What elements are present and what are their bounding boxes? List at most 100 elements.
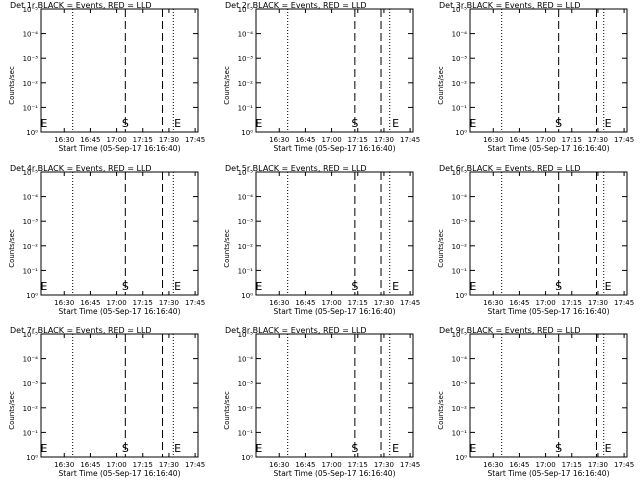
x-axis-label: Start Time (05-Sep-17 16:16:40) — [274, 307, 396, 316]
y-tick-label: 10⁻⁴ — [452, 194, 468, 202]
x-tick-label: 17:00 — [321, 136, 341, 144]
y-tick-label: 10⁻¹ — [238, 267, 254, 275]
x-tick-label: 16:30 — [483, 461, 503, 469]
x-tick-label: 16:30 — [269, 299, 289, 307]
plot-area-frame — [40, 171, 199, 296]
x-tick-label: 17:00 — [106, 461, 126, 469]
y-tick-label: 10⁻¹ — [23, 104, 39, 112]
event-marker-s: S — [351, 280, 358, 293]
x-tick-label: 17:45 — [400, 299, 420, 307]
y-tick-label: 10⁻⁴ — [238, 31, 254, 39]
event-marker-e: E — [605, 280, 612, 293]
panel-title: Det 2r BLACK = Events, RED = LLD — [225, 1, 367, 10]
x-tick-label: 17:15 — [133, 461, 153, 469]
y-tick-label: 10⁻⁵ — [23, 6, 39, 14]
detector-panel-4: Det 4r BLACK = Events, RED = LLD 10⁰ 10⁻¹ 1… — [8, 164, 205, 316]
x-tick-label: 16:45 — [80, 299, 100, 307]
x-tick-label: 17:45 — [614, 299, 634, 307]
event-marker-s: S — [122, 117, 129, 130]
x-tick-label: 17:15 — [133, 136, 153, 144]
x-tick-label: 16:30 — [54, 136, 74, 144]
event-marker-e: E — [40, 280, 47, 293]
panel-title: Det 3r BLACK = Events, RED = LLD — [439, 1, 581, 10]
y-tick-label: 10⁻¹ — [238, 429, 254, 437]
x-tick-label: 16:45 — [80, 136, 100, 144]
y-tick-label: 10⁻¹ — [452, 104, 468, 112]
event-marker-s: S — [555, 280, 562, 293]
y-tick-label: 10⁻² — [23, 243, 39, 251]
y-tick-label: 10⁻³ — [238, 55, 254, 63]
panel-title: Det 4r BLACK = Events, RED = LLD — [10, 164, 152, 173]
x-axis-label: Start Time (05-Sep-17 16:16:40) — [59, 307, 181, 316]
y-tick-label: 10⁻² — [238, 80, 254, 88]
x-tick-label: 17:30 — [374, 136, 394, 144]
x-tick-label: 17:30 — [588, 461, 608, 469]
y-axis-label: Counts/sec — [8, 229, 16, 268]
y-tick-label: 10⁰ — [241, 129, 253, 137]
x-tick-label: 17:15 — [562, 299, 582, 307]
x-axis-label: Start Time (05-Sep-17 16:16:40) — [488, 469, 610, 478]
event-marker-e: E — [469, 442, 476, 455]
detector-panel-5: Det 5r BLACK = Events, RED = LLD 10⁰ 10⁻¹ 1… — [223, 164, 420, 316]
event-marker-s: S — [555, 442, 562, 455]
x-tick-label: 16:30 — [269, 461, 289, 469]
event-marker-s: S — [351, 442, 358, 455]
event-marker-e: E — [392, 442, 399, 455]
x-tick-label: 17:00 — [106, 299, 126, 307]
x-tick-label: 17:15 — [562, 136, 582, 144]
plot-area-frame — [40, 8, 199, 133]
event-marker-e: E — [40, 117, 47, 130]
event-marker-s: S — [555, 117, 562, 130]
y-tick-label: 10⁰ — [455, 454, 467, 462]
y-axis-label: Counts/sec — [437, 66, 445, 105]
x-tick-label: 17:00 — [106, 136, 126, 144]
x-tick-label: 16:30 — [54, 461, 74, 469]
x-tick-label: 17:45 — [185, 299, 205, 307]
panel-title: Det 8r BLACK = Events, RED = LLD — [225, 326, 367, 335]
x-tick-label: 16:30 — [483, 299, 503, 307]
x-tick-label: 17:15 — [348, 299, 368, 307]
x-tick-label: 17:45 — [185, 136, 205, 144]
x-tick-label: 17:00 — [321, 461, 341, 469]
detector-panel-7: Det 7r BLACK = Events, RED = LLD 10⁰ 10⁻¹ 1… — [8, 326, 205, 478]
panel-title: Det 1r BLACK = Events, RED = LLD — [10, 1, 152, 10]
x-tick-label: 17:30 — [374, 461, 394, 469]
y-tick-label: 10⁻² — [23, 80, 39, 88]
y-tick-label: 10⁻³ — [452, 380, 468, 388]
y-tick-label: 10⁻¹ — [238, 104, 254, 112]
x-tick-label: 17:30 — [588, 136, 608, 144]
y-tick-label: 10⁻² — [238, 243, 254, 251]
y-tick-label: 10⁻³ — [23, 55, 39, 63]
detector-panel-6: Det 6r BLACK = Events, RED = LLD 10⁰ 10⁻¹ 1… — [437, 164, 634, 316]
y-tick-label: 10⁰ — [241, 454, 253, 462]
plot-area-frame — [40, 333, 199, 458]
x-tick-label: 17:30 — [588, 299, 608, 307]
plot-area-frame — [469, 333, 628, 458]
y-tick-label: 10⁰ — [26, 454, 38, 462]
y-tick-label: 10⁻³ — [452, 55, 468, 63]
detector-panel-2: Det 2r BLACK = Events, RED = LLD 10⁰ 10⁻¹ 1… — [223, 1, 420, 153]
event-marker-e: E — [174, 442, 181, 455]
x-tick-label: 17:30 — [374, 299, 394, 307]
x-tick-label: 17:15 — [133, 299, 153, 307]
x-tick-label: 16:45 — [80, 461, 100, 469]
x-axis-label: Start Time (05-Sep-17 16:16:40) — [274, 144, 396, 153]
x-axis-label: Start Time (05-Sep-17 16:16:40) — [274, 469, 396, 478]
y-axis-label: Counts/sec — [223, 391, 231, 430]
plot-area-frame — [255, 8, 414, 133]
event-marker-e: E — [255, 442, 262, 455]
detector-panel-8: Det 8r BLACK = Events, RED = LLD 10⁰ 10⁻¹ 1… — [223, 326, 420, 478]
y-axis-label: Counts/sec — [437, 391, 445, 430]
y-tick-label: 10⁻³ — [23, 218, 39, 226]
x-tick-label: 17:45 — [400, 461, 420, 469]
y-tick-label: 10⁰ — [455, 292, 467, 300]
y-tick-label: 10⁻¹ — [452, 429, 468, 437]
y-tick-label: 10⁻³ — [238, 380, 254, 388]
event-marker-s: S — [122, 442, 129, 455]
x-axis-label: Start Time (05-Sep-17 16:16:40) — [59, 144, 181, 153]
event-marker-e: E — [174, 117, 181, 130]
x-tick-label: 16:45 — [295, 299, 315, 307]
x-tick-label: 16:45 — [295, 461, 315, 469]
x-tick-label: 16:30 — [54, 299, 74, 307]
panel-title: Det 5r BLACK = Events, RED = LLD — [225, 164, 367, 173]
